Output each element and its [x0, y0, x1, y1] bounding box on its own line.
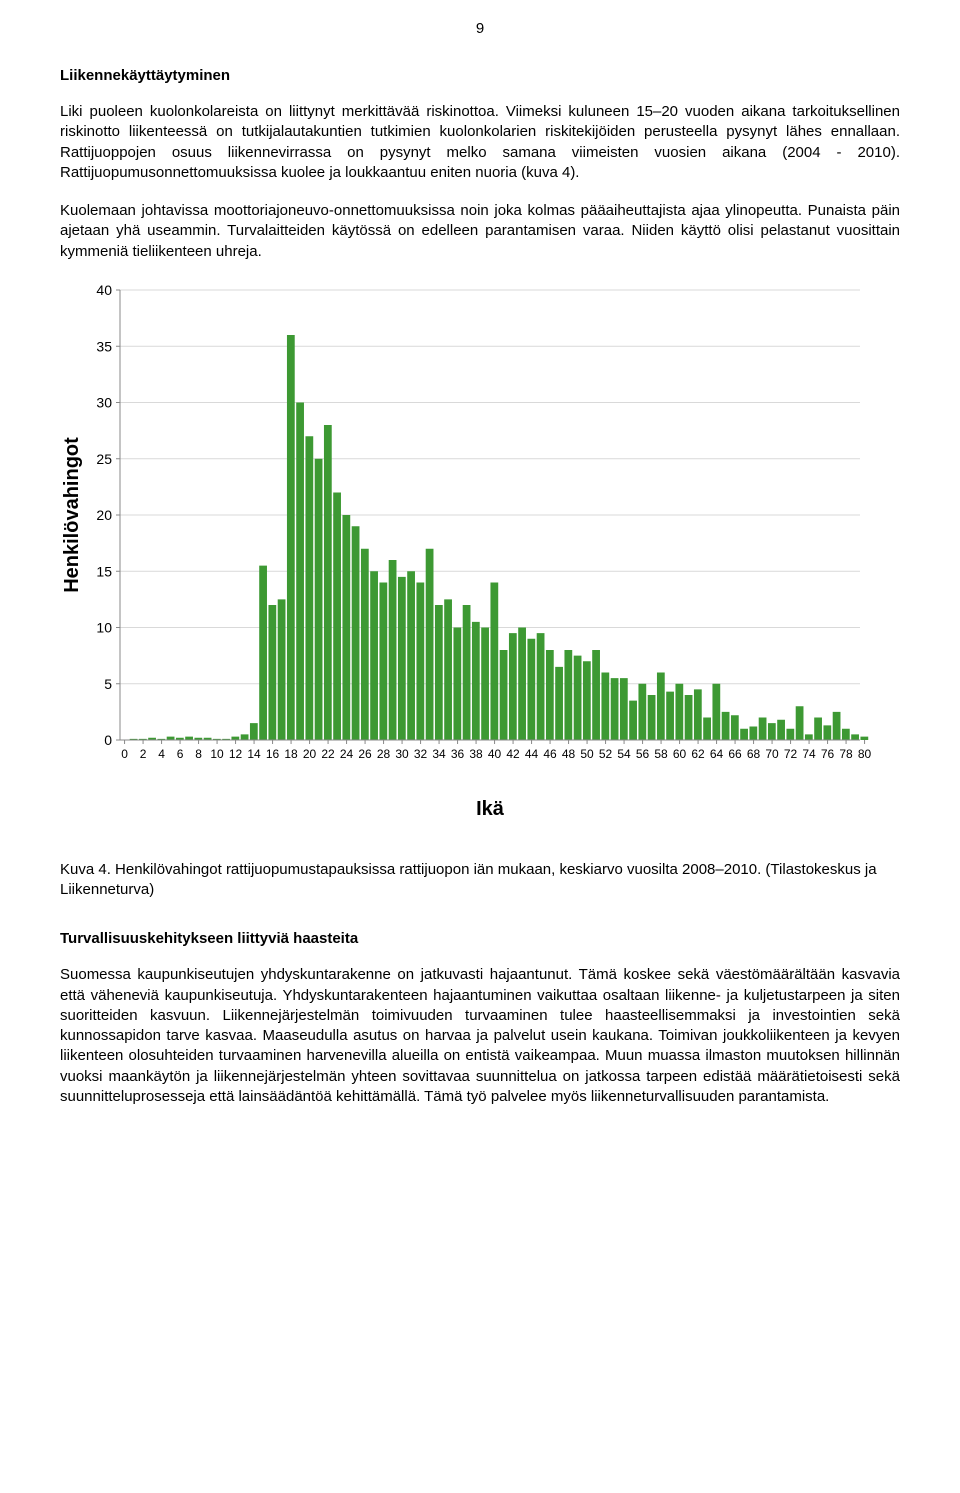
chart-caption: Kuva 4. Henkilövahingot rattijuopumustap… — [60, 860, 900, 901]
section-heading-1: Liikennekäyttäytyminen — [60, 67, 900, 84]
svg-text:28: 28 — [377, 747, 391, 761]
svg-text:16: 16 — [266, 747, 280, 761]
section-heading-2: Turvallisuuskehitykseen liittyviä haaste… — [60, 930, 900, 947]
svg-text:76: 76 — [821, 747, 835, 761]
svg-text:24: 24 — [340, 747, 354, 761]
svg-text:35: 35 — [96, 338, 112, 354]
chart-svg: 0510152025303540024681012141618202224262… — [60, 280, 880, 830]
svg-text:32: 32 — [414, 747, 428, 761]
svg-text:60: 60 — [673, 747, 687, 761]
svg-text:78: 78 — [839, 747, 853, 761]
svg-text:66: 66 — [728, 747, 742, 761]
paragraph-2: Kuolemaan johtavissa moottoriajoneuvo-on… — [60, 201, 900, 262]
paragraph-1: Liki puoleen kuolonkolareista on liittyn… — [60, 102, 900, 183]
svg-text:20: 20 — [303, 747, 317, 761]
svg-text:34: 34 — [432, 747, 446, 761]
svg-text:36: 36 — [451, 747, 465, 761]
svg-text:26: 26 — [358, 747, 372, 761]
page-number: 9 — [60, 20, 900, 37]
svg-text:68: 68 — [747, 747, 761, 761]
svg-text:25: 25 — [96, 451, 112, 467]
svg-text:54: 54 — [617, 747, 631, 761]
svg-text:38: 38 — [469, 747, 483, 761]
svg-text:10: 10 — [210, 747, 224, 761]
svg-text:62: 62 — [691, 747, 705, 761]
svg-text:64: 64 — [710, 747, 724, 761]
svg-text:30: 30 — [395, 747, 409, 761]
svg-text:12: 12 — [229, 747, 243, 761]
svg-text:5: 5 — [104, 676, 112, 692]
svg-text:18: 18 — [284, 747, 298, 761]
svg-text:Ikä: Ikä — [476, 798, 505, 820]
svg-text:74: 74 — [802, 747, 816, 761]
svg-text:80: 80 — [858, 747, 872, 761]
svg-text:20: 20 — [96, 507, 112, 523]
svg-text:40: 40 — [488, 747, 502, 761]
bar-chart: 0510152025303540024681012141618202224262… — [60, 280, 900, 830]
svg-text:72: 72 — [784, 747, 798, 761]
svg-text:50: 50 — [580, 747, 594, 761]
svg-text:46: 46 — [543, 747, 557, 761]
svg-text:40: 40 — [96, 282, 112, 298]
svg-text:30: 30 — [96, 394, 112, 410]
svg-text:58: 58 — [654, 747, 668, 761]
svg-text:4: 4 — [158, 747, 165, 761]
svg-text:22: 22 — [321, 747, 335, 761]
svg-text:52: 52 — [599, 747, 613, 761]
svg-text:2: 2 — [140, 747, 147, 761]
paragraph-3: Suomessa kaupunkiseutujen yhdyskuntarake… — [60, 965, 900, 1107]
svg-text:8: 8 — [195, 747, 202, 761]
svg-text:0: 0 — [121, 747, 128, 761]
svg-text:56: 56 — [636, 747, 650, 761]
svg-text:Henkilövahingot: Henkilövahingot — [61, 437, 83, 593]
svg-text:10: 10 — [96, 619, 112, 635]
svg-text:42: 42 — [506, 747, 520, 761]
svg-text:15: 15 — [96, 563, 112, 579]
svg-text:14: 14 — [247, 747, 261, 761]
svg-text:6: 6 — [177, 747, 184, 761]
svg-text:0: 0 — [104, 732, 112, 748]
svg-text:48: 48 — [562, 747, 576, 761]
svg-text:44: 44 — [525, 747, 539, 761]
svg-text:70: 70 — [765, 747, 779, 761]
